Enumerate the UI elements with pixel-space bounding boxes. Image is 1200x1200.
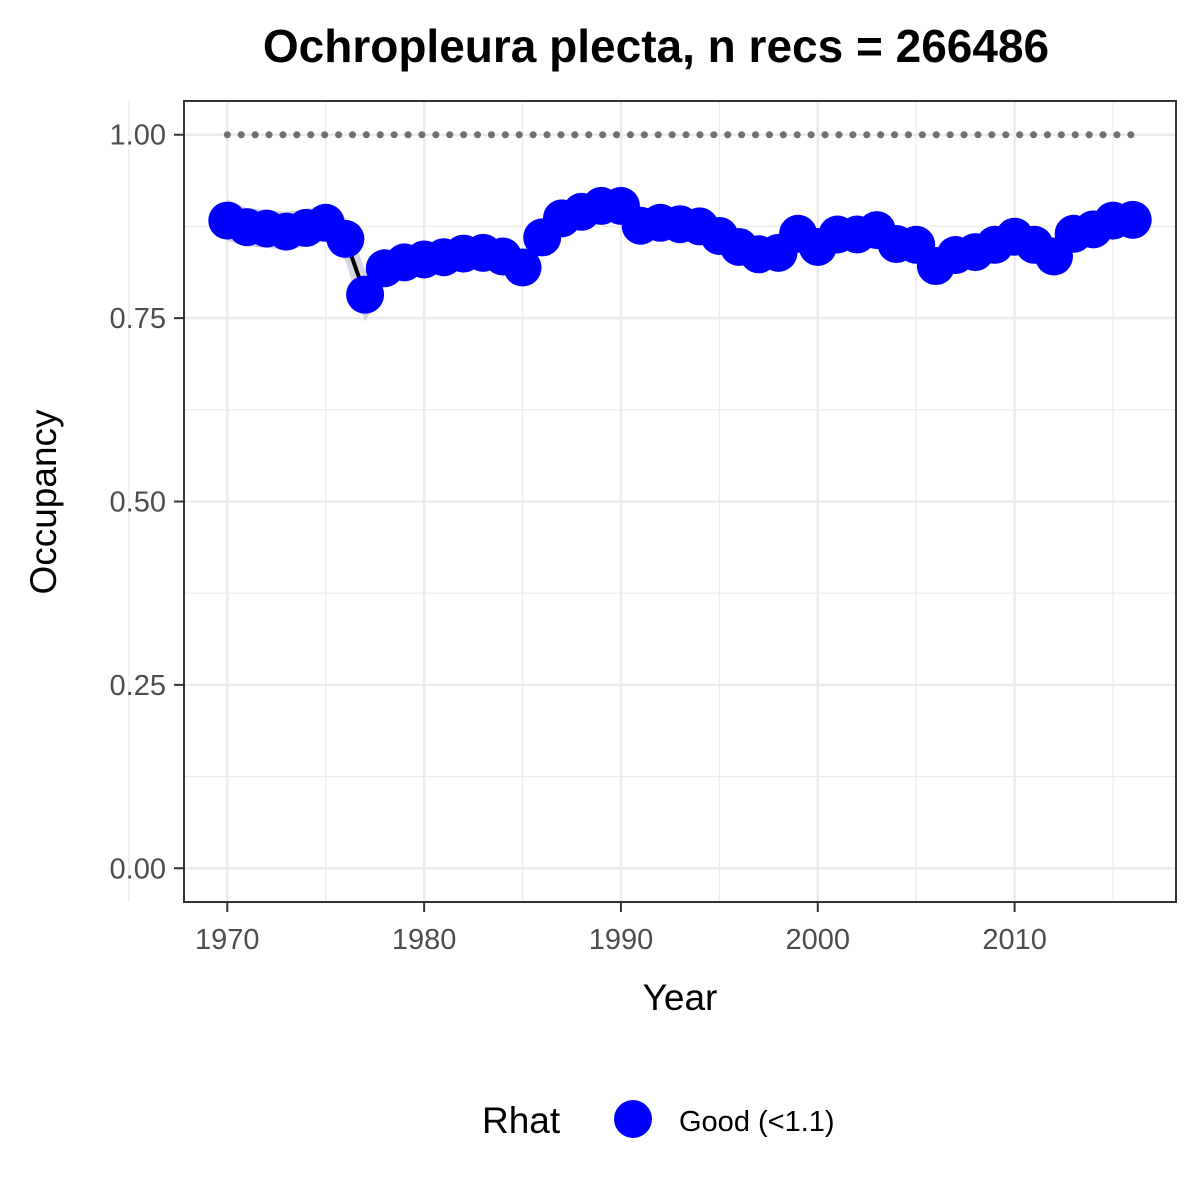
- y-axis-title: Occupancy: [23, 409, 64, 595]
- data-point: [346, 275, 385, 314]
- legend-key-good: [614, 1100, 652, 1138]
- legend: Rhat Good (<1.1): [482, 1100, 835, 1141]
- y-axis: 0.00 0.25 0.50 0.75 1.00: [110, 120, 184, 885]
- data-point: [326, 219, 365, 258]
- x-axis: 1970 1980 1990 2000 2010: [195, 902, 1047, 956]
- x-axis-title: Year: [643, 977, 718, 1018]
- plot-panel: [128, 100, 1177, 903]
- x-tick-label: 2000: [786, 924, 851, 956]
- y-tick-label: 0.25: [110, 670, 166, 702]
- x-tick-label: 1980: [392, 924, 457, 956]
- data-point: [503, 248, 542, 287]
- y-tick-label: 1.00: [110, 120, 166, 152]
- points-layer: [208, 186, 1152, 314]
- chart-title: Ochropleura plecta, n recs = 266486: [263, 20, 1049, 72]
- x-tick-label: 1970: [195, 924, 260, 956]
- data-point: [1113, 200, 1152, 239]
- y-tick-label: 0.50: [110, 487, 166, 519]
- y-tick-label: 0.75: [110, 303, 166, 335]
- x-tick-label: 1990: [589, 924, 654, 956]
- y-tick-label: 0.00: [110, 853, 166, 885]
- legend-label-good: Good (<1.1): [679, 1106, 835, 1138]
- x-tick-label: 2010: [982, 924, 1047, 956]
- legend-title: Rhat: [482, 1100, 561, 1141]
